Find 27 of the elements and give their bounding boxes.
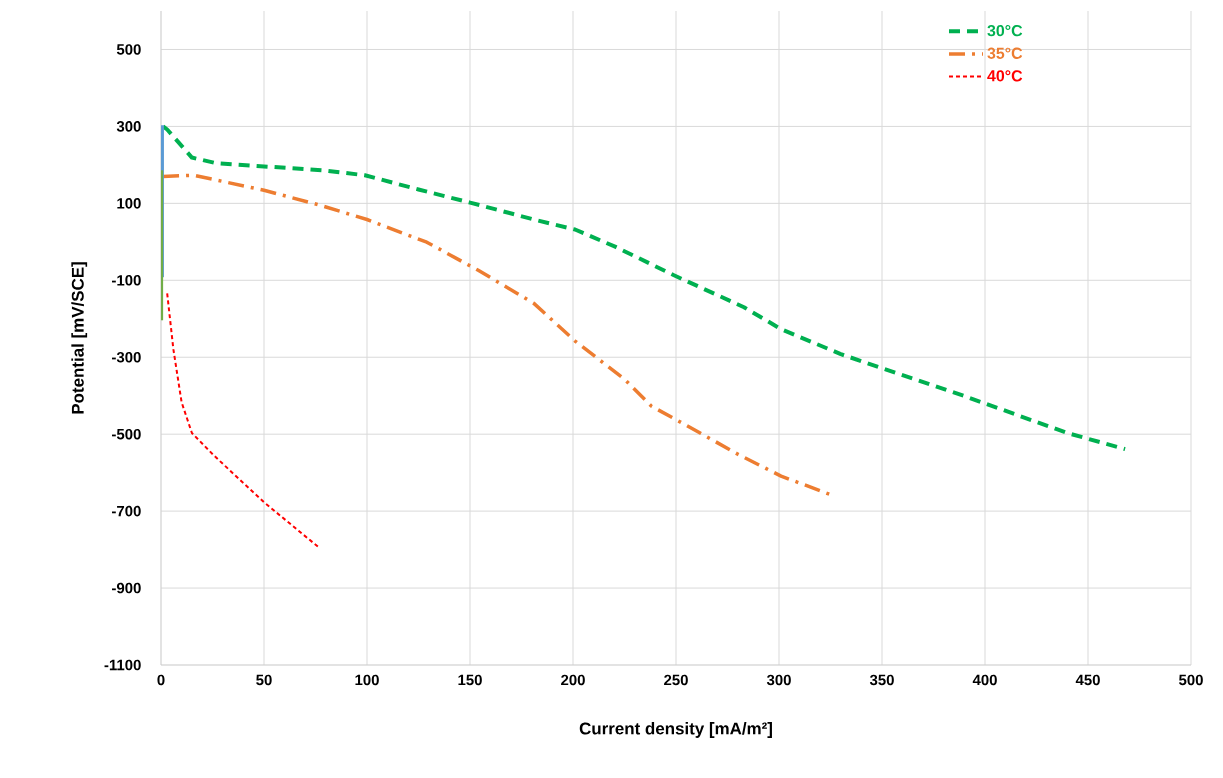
legend-label: 40°C [987, 70, 1023, 82]
y-tick-label: -700 [112, 505, 141, 517]
x-tick-label: 50 [256, 674, 272, 686]
y-tick-label: 100 [117, 198, 141, 209]
x-tick-label: 150 [458, 674, 482, 686]
y-tick-label: -900 [112, 582, 141, 594]
x-tick-label: 400 [972, 674, 997, 686]
x-tick-label: 0 [157, 674, 165, 686]
y-tick-label: 300 [116, 121, 141, 132]
legend-label: 35°C [987, 47, 1023, 59]
y-axis-title: Potential [mV/SCE] [71, 262, 88, 414]
x-tick-label: 200 [561, 674, 585, 686]
y-tick-label: -500 [112, 428, 141, 440]
line-series [161, 124, 1128, 452]
y-tick-label: -1100 [104, 659, 141, 671]
x-axis-title: Current density [mA/m²] [579, 722, 772, 738]
x-tick-label: 500 [1179, 674, 1203, 686]
x-tick-label: 300 [766, 674, 791, 686]
legend-label: 30°C [987, 24, 1023, 37]
y-tick-label: -100 [112, 275, 141, 286]
x-tick-label: 350 [869, 674, 894, 686]
y-tick-label: -300 [112, 351, 141, 363]
x-tick-label: 250 [664, 674, 688, 686]
x-tick-label: 100 [355, 674, 379, 686]
x-tick-label: 450 [1075, 674, 1100, 686]
line-series [166, 292, 321, 550]
y-tick-label: 500 [116, 44, 141, 55]
